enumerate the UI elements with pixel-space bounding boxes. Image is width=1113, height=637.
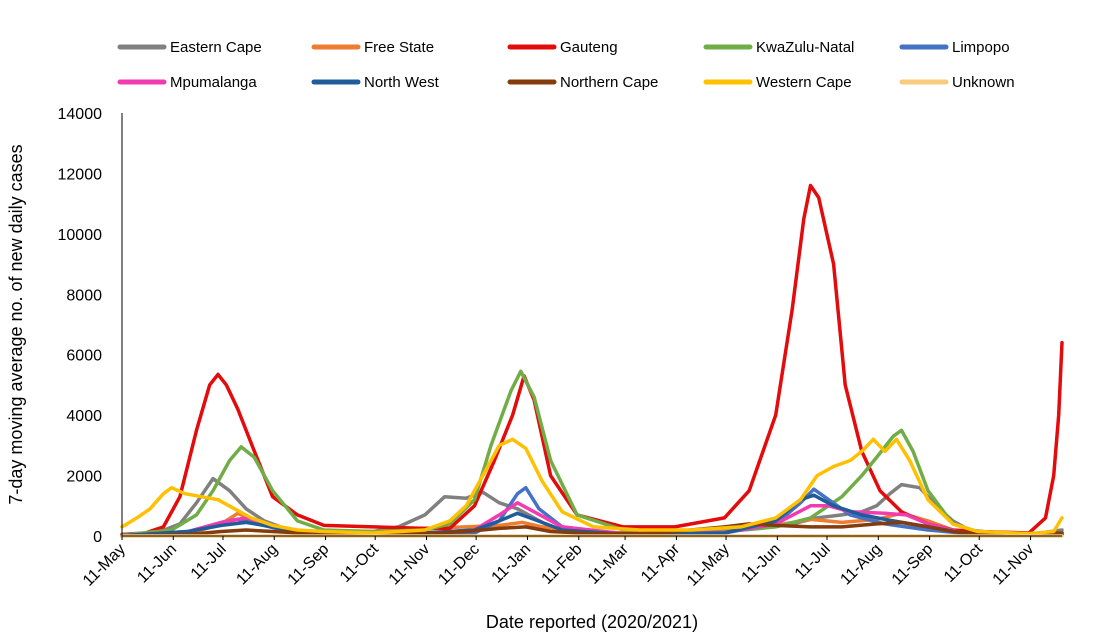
y-tick-labels: 0 2000 4000 6000 8000 10000 12000 14000 [58,106,103,546]
y-tick-label: 8000 [66,287,102,304]
legend-label: Gauteng [560,39,618,56]
x-tick-label: 11-Jan [489,541,535,587]
legend-label: Mpumalanga [170,74,257,91]
x-tick-label: 11-Nov [386,541,434,589]
y-tick-label: 14000 [58,106,103,123]
x-tick-label: 11-Aug [233,541,281,589]
legend-label: North West [364,74,440,91]
series-line-kwazulu-natal [120,369,1064,537]
legend-item-northern-cape: Northern Cape [507,74,658,91]
x-tick-label: 11-Jun [134,541,180,587]
series-line-northern-cape [120,520,1064,538]
legend-item-limpopo: Limpopo [899,39,1010,56]
y-tick-label: 0 [93,529,102,546]
y-tick-label: 10000 [58,227,103,244]
legend: Eastern Cape Free State Gauteng KwaZulu-Nat… [117,39,1015,91]
x-tick-label: 11-Apr [638,540,684,586]
x-tick-label: 11-Feb [539,541,586,588]
legend-label: KwaZulu-Natal [756,39,854,56]
legend-label: Limpopo [952,39,1010,56]
series-line-western-cape [120,437,1064,536]
x-tick-label: 11-Sep [889,541,937,589]
legend-item-eastern-cape: Eastern Cape [117,39,262,56]
legend-item-kwazulu-natal: KwaZulu-Natal [703,39,854,56]
y-tick-label: 12000 [58,166,103,183]
legend-label: Eastern Cape [170,39,262,56]
legend-label: Western Cape [756,74,852,91]
x-tick-label: 11-Dec [435,541,483,589]
x-tick-label: 11-Nov [990,541,1038,589]
legend-item-north-west: North West [311,74,440,91]
x-tick-label: 11-Oct [941,540,987,586]
legend-item-gauteng: Gauteng [507,39,618,56]
legend-label: Northern Cape [560,74,658,91]
x-tick-label: 11-Oct [337,540,383,586]
legend-item-western-cape: Western Cape [703,74,852,91]
x-tick-label: 11-May [80,541,129,590]
x-tick-labels: 11-May 11-Jun 11-Jul 11-Aug 11-Sep 11-Oct 11-N… [80,536,1037,590]
x-axis-title: Date reported (2020/2021) [486,612,698,632]
series-line-north-west [120,493,1064,538]
legend-label: Unknown [952,74,1015,91]
x-tick-label: 11-Aug [837,541,885,589]
x-tick-label: 11-Mar [585,540,632,587]
legend-item-free-state: Free State [311,39,434,56]
series-layer [120,183,1064,538]
axes [121,113,1062,537]
legend-item-unknown: Unknown [899,74,1015,91]
y-tick-label: 4000 [66,408,102,425]
x-tick-label: 11-May [684,541,733,590]
y-tick-label: 6000 [66,348,102,365]
y-axis-title: 7-day moving average no. of new daily ca… [6,144,26,504]
x-tick-label: 11-Jul [188,541,230,583]
legend-label: Free State [364,39,434,56]
x-tick-label: 11-Sep [285,541,333,589]
x-tick-label: 11-Jul [792,541,834,583]
x-tick-label: 11-Jun [738,541,784,587]
legend-item-mpumalanga: Mpumalanga [117,74,257,91]
y-tick-label: 2000 [66,469,102,486]
